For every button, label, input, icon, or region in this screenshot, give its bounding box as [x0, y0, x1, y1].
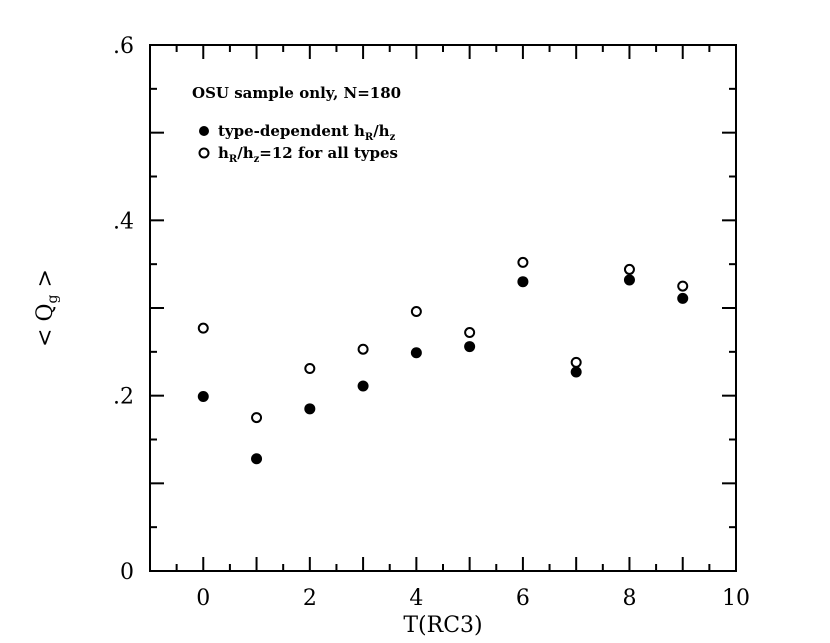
data-point-open	[517, 256, 529, 268]
axis-ticks	[149, 44, 737, 572]
legend-filled-marker	[199, 126, 209, 136]
x-tick-label: 10	[722, 586, 750, 611]
data-point-filled	[570, 366, 582, 378]
data-point-open	[197, 322, 209, 334]
data-point-filled	[517, 276, 529, 288]
x-tick-label: 4	[409, 586, 423, 611]
data-point-filled	[197, 391, 209, 403]
legend-label-filled: type-dependent hR/hz	[218, 122, 396, 143]
data-point-open	[623, 263, 635, 275]
data-point-open	[410, 306, 422, 318]
y-tick-label: .4	[113, 209, 134, 234]
data-point-filled	[251, 453, 263, 465]
x-tick-label: 8	[622, 586, 636, 611]
x-tick-label: 0	[196, 586, 210, 611]
data-point-filled	[464, 341, 476, 353]
data-point-filled	[410, 347, 422, 359]
data-point-open	[304, 362, 316, 374]
data-point-open	[464, 327, 476, 339]
data-points	[197, 256, 689, 465]
x-tick-label: 6	[516, 586, 530, 611]
y-tick-label: .6	[113, 34, 134, 59]
y-tick-label: 0	[120, 560, 134, 585]
data-point-open	[251, 412, 263, 424]
data-point-filled	[623, 274, 635, 286]
legend-subtitle: OSU sample only, N=180	[192, 84, 401, 102]
y-tick-label: .2	[113, 385, 134, 410]
legend-open-marker	[198, 147, 210, 159]
legend: OSU sample only, N=180 type-dependent hR…	[192, 84, 401, 165]
data-point-open	[357, 343, 369, 355]
legend-label-open: hR/hz=12 for all types	[218, 144, 398, 165]
data-point-filled	[304, 403, 316, 415]
x-tick-label: 2	[303, 586, 317, 611]
y-axis-label: < Qg >	[33, 269, 61, 347]
data-point-filled	[357, 380, 369, 392]
data-point-open	[677, 280, 689, 292]
x-axis-label: T(RC3)	[403, 613, 482, 638]
data-point-filled	[677, 292, 689, 304]
data-point-open	[570, 356, 582, 368]
x-tick-labels: 0 2 4 6 8 10	[196, 586, 750, 611]
y-tick-labels: 0 .2 .4 .6	[113, 34, 134, 585]
